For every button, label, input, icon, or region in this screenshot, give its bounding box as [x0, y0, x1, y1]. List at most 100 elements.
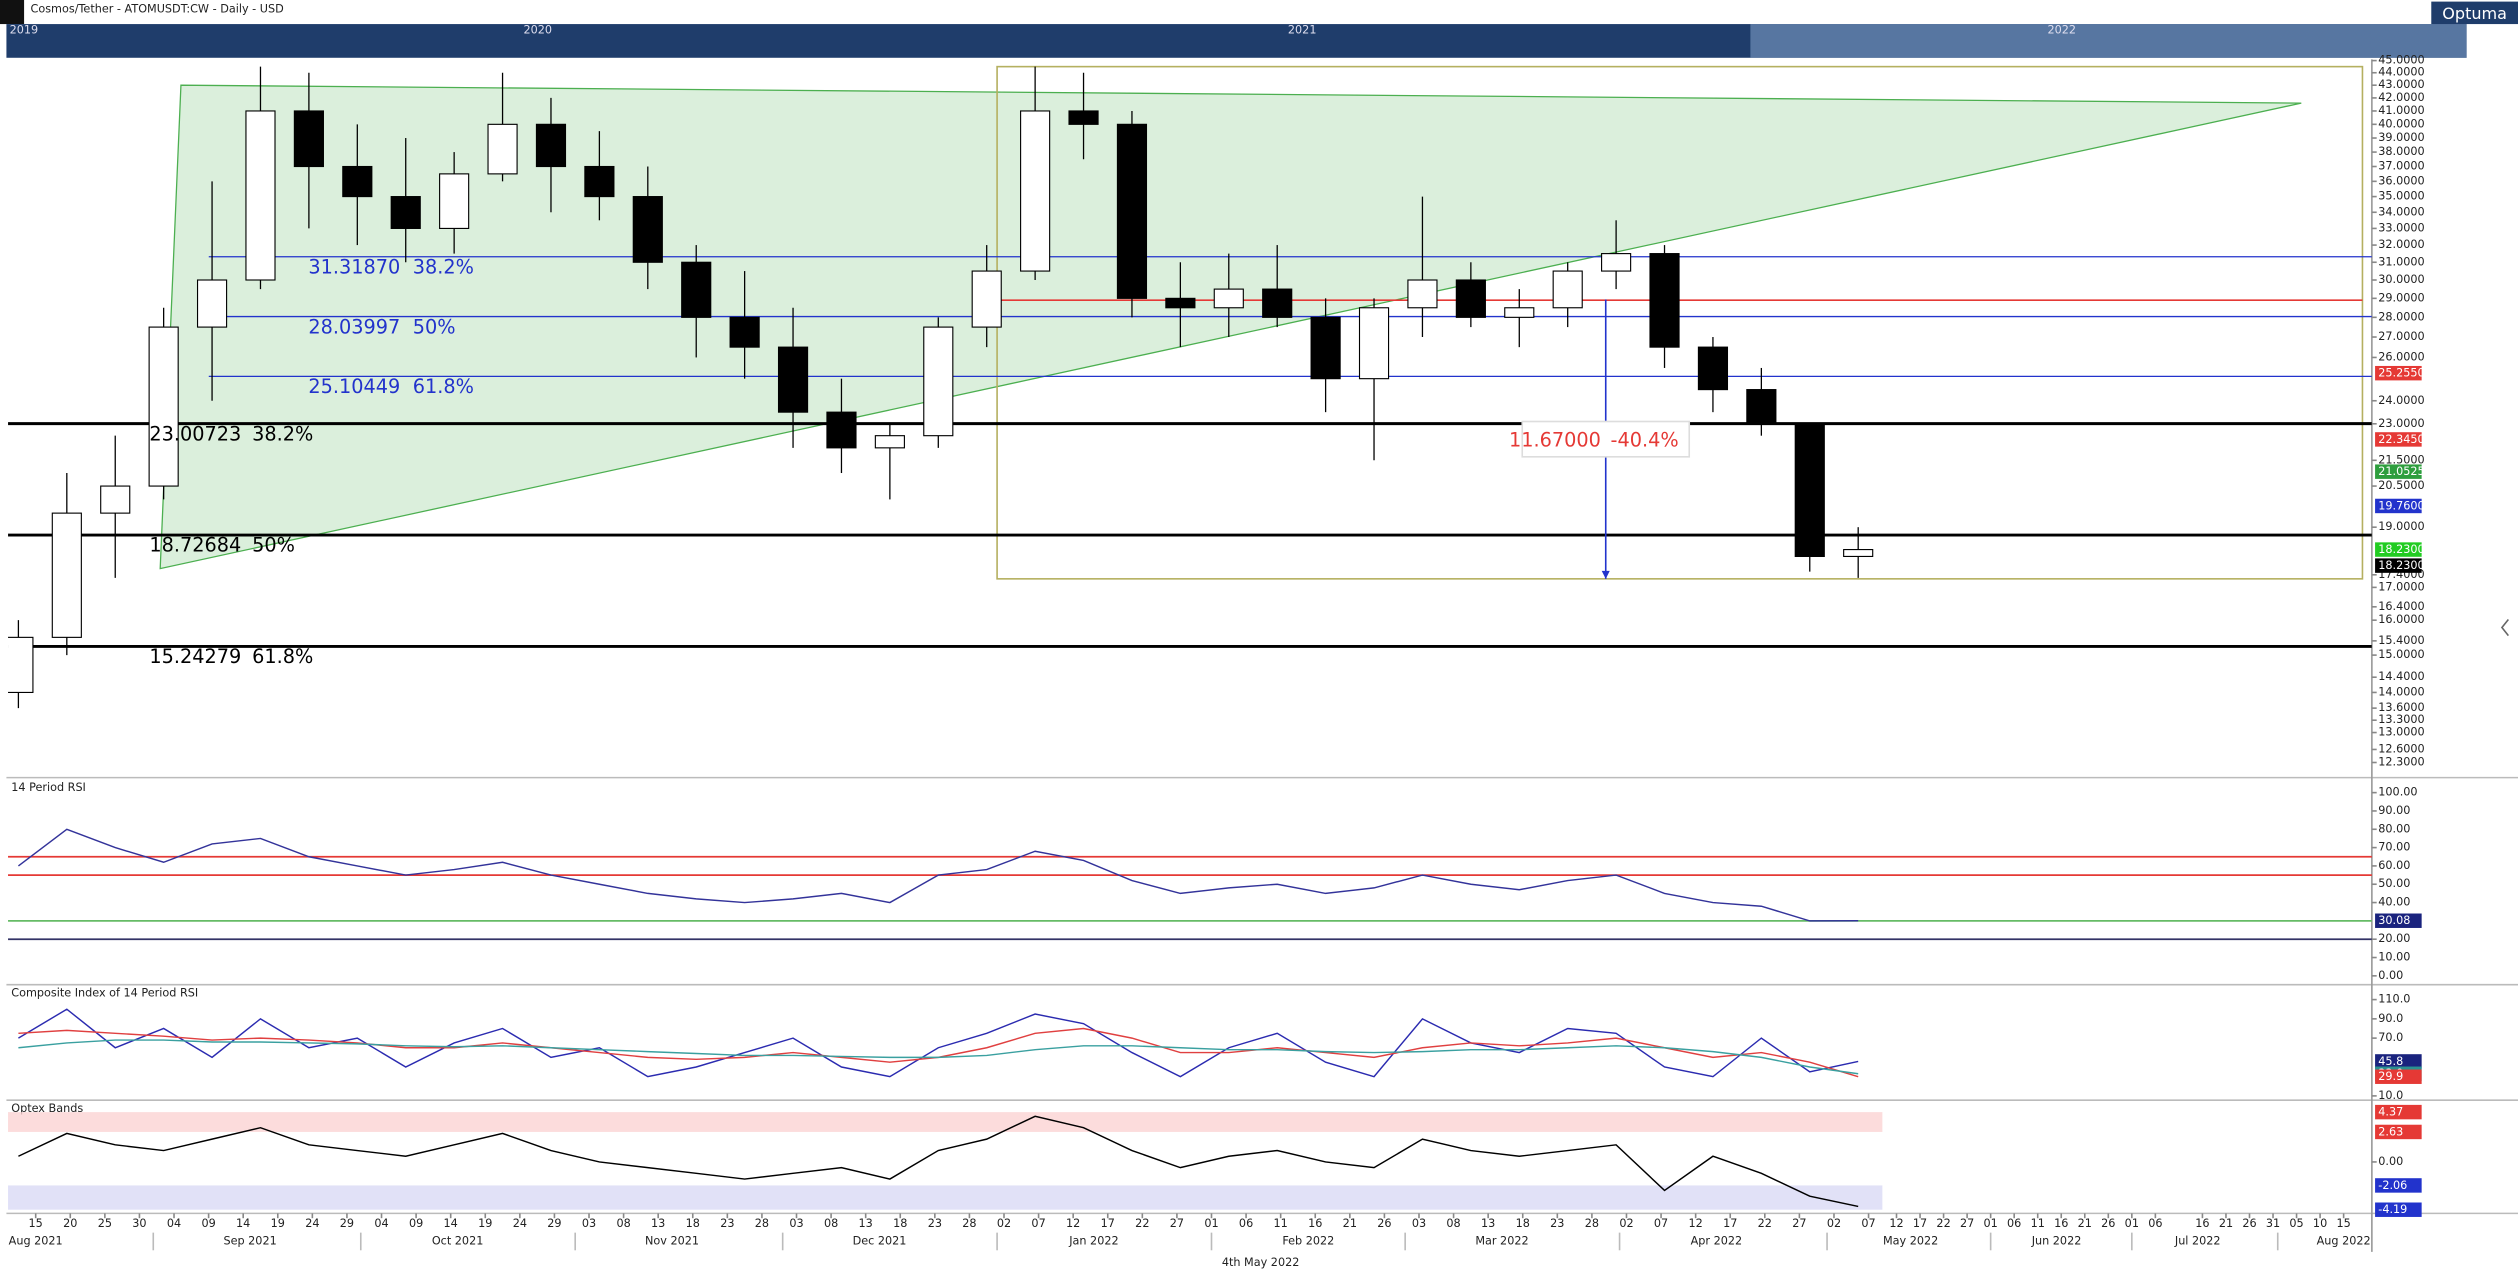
x-tick-label: 12	[1066, 1217, 1080, 1230]
x-tick-label: 07	[1654, 1217, 1668, 1230]
price-badge	[2375, 464, 2422, 479]
y-tick-label: 36.0000	[2378, 174, 2424, 187]
x-tick-label: 28	[1585, 1217, 1599, 1230]
price-badge	[2375, 913, 2422, 928]
y-tick-label: 12.6000	[2378, 742, 2424, 755]
x-tick-label: 06	[1239, 1217, 1253, 1230]
month-label: Jan 2022	[1068, 1234, 1118, 1247]
price-badge-label: 21.0525	[2378, 465, 2424, 478]
indicator-title: Optex Bands	[11, 1102, 83, 1115]
navigator-year: 2019	[10, 23, 39, 36]
y-tick-label: 44.0000	[2378, 66, 2424, 79]
y-tick-label: 70.00	[2378, 841, 2410, 854]
month-label: Oct 2021	[432, 1234, 484, 1247]
x-tick-label: 26	[2242, 1217, 2256, 1230]
x-tick-label: 22	[1135, 1217, 1149, 1230]
price-badge-label: 29.9	[2378, 1070, 2403, 1083]
navigator-window[interactable]	[1750, 24, 2467, 58]
candle-body	[1601, 253, 1632, 272]
measure-arrow	[1601, 570, 1610, 579]
y-tick-label: 13.0000	[2378, 726, 2424, 739]
y-tick-label: 12.3000	[2378, 755, 2424, 768]
candle-body	[681, 261, 712, 318]
x-tick-label: 26	[1377, 1217, 1391, 1230]
x-tick-label: 23	[928, 1217, 942, 1230]
x-tick-label: 18	[686, 1217, 700, 1230]
price-badge-label: -2.06	[2378, 1179, 2407, 1192]
y-tick-label: 60.00	[2378, 859, 2410, 872]
x-tick-label: 04	[167, 1217, 181, 1230]
x-tick-label: 31	[2266, 1217, 2280, 1230]
x-tick-label: 10	[2313, 1217, 2327, 1230]
app-icon[interactable]	[0, 0, 25, 25]
y-tick-label: 40.0000	[2378, 117, 2424, 130]
x-tick-label: 21	[1343, 1217, 1357, 1230]
y-tick-label: 19.0000	[2378, 520, 2424, 533]
x-tick-label: 25	[98, 1217, 112, 1230]
fib-value-label: 31.31870	[308, 255, 400, 278]
candle-body	[584, 165, 615, 198]
x-tick-label: 01	[2125, 1217, 2139, 1230]
x-tick-label: 28	[755, 1217, 769, 1230]
fib-value-label: 18.72684	[149, 534, 241, 557]
fib-pct-label: 50%	[252, 534, 295, 557]
x-tick-label: 26	[2101, 1217, 2115, 1230]
price-badge-label: 30.08	[2378, 914, 2410, 927]
x-tick-label: 27	[1170, 1217, 1184, 1230]
x-tick-label: 08	[616, 1217, 630, 1230]
y-tick-label: 14.0000	[2378, 685, 2424, 698]
candle-body	[1794, 423, 1825, 558]
y-tick-label: 38.0000	[2378, 145, 2424, 158]
y-tick-label: 10.00	[2378, 951, 2410, 964]
fib-value-label: 28.03997	[308, 315, 400, 338]
y-tick-label: 10.0	[2378, 1089, 2403, 1102]
x-tick-label: 03	[1412, 1217, 1426, 1230]
candle-body	[1068, 110, 1099, 125]
fib-pct-label: 38.2%	[413, 255, 474, 278]
price-plot: 11.67000 -40.4%	[8, 65, 2372, 709]
price-badge-label: 45.8	[2378, 1055, 2403, 1068]
candle-body	[390, 196, 421, 229]
collapse-button[interactable]	[2500, 619, 2509, 637]
y-tick-label: 37.0000	[2378, 160, 2424, 173]
indicator-line	[18, 1115, 1859, 1208]
y-tick-label: 26.0000	[2378, 350, 2424, 363]
x-tick-label: 17	[1723, 1217, 1737, 1230]
x-tick-label: 27	[1792, 1217, 1806, 1230]
indicator-title: Composite Index of 14 Period RSI	[11, 986, 198, 999]
y-tick-label: 28.0000	[2378, 310, 2424, 323]
y-tick-label: 23.0000	[2378, 417, 2424, 430]
x-tick-label: 29	[547, 1217, 561, 1230]
y-tick-label: 45.0000	[2378, 54, 2424, 67]
y-tick-label: 39.0000	[2378, 131, 2424, 144]
navigator-year: 2020	[524, 23, 553, 36]
candle-body	[1504, 307, 1535, 318]
x-tick-label: 02	[997, 1217, 1011, 1230]
month-label: Jun 2022	[2031, 1234, 2082, 1247]
price-badge	[2375, 498, 2422, 514]
x-tick-label: 03	[582, 1217, 596, 1230]
month-label: Aug 2021	[9, 1234, 63, 1247]
x-tick-label: 07	[1031, 1217, 1045, 1230]
candle-body	[439, 173, 470, 229]
candle-body	[1020, 110, 1051, 272]
x-tick-label: 02	[1619, 1217, 1633, 1230]
x-tick-label: 24	[513, 1217, 527, 1230]
x-tick-label: 14	[444, 1217, 458, 1230]
y-tick-label: 21.5000	[2378, 453, 2424, 466]
x-tick-label: 23	[720, 1217, 734, 1230]
candle-body	[1165, 297, 1196, 309]
price-badge-label: 4.37	[2378, 1106, 2403, 1119]
x-tick-label: 09	[409, 1217, 423, 1230]
x-tick-label: 28	[962, 1217, 976, 1230]
band	[8, 1185, 1883, 1210]
candle-body	[632, 196, 663, 263]
price-badge-label: -4.19	[2378, 1203, 2407, 1216]
candle-body	[729, 316, 760, 348]
price-badge-label: 25.2550	[2378, 367, 2424, 380]
y-tick-label: 16.0000	[2378, 613, 2424, 626]
month-label: Sep 2021	[223, 1234, 276, 1247]
candle-body	[1310, 316, 1341, 380]
y-tick-label: 42.0000	[2378, 91, 2424, 104]
